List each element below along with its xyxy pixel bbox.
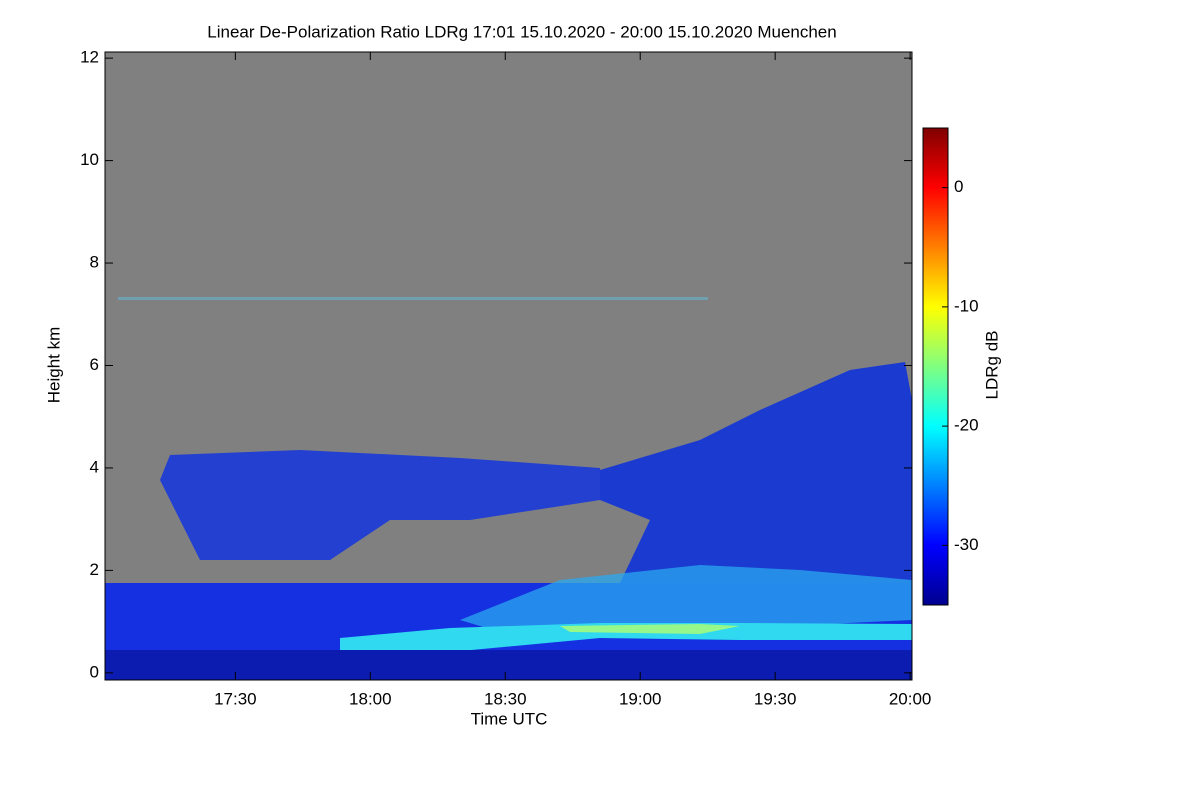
y-tick-label: 10 bbox=[80, 150, 99, 169]
x-tick-label: 19:00 bbox=[619, 689, 662, 708]
plot-frame bbox=[104, 51, 913, 681]
y-axis-label: Height km bbox=[44, 327, 63, 404]
echo-region bbox=[560, 624, 740, 634]
x-tick-label: 18:30 bbox=[484, 689, 527, 708]
x-tick-label: 20:00 bbox=[889, 689, 932, 708]
echo-region bbox=[600, 362, 912, 583]
echo-region bbox=[160, 450, 600, 560]
colorbar-tick-label: 0 bbox=[954, 177, 963, 196]
colorbar-tick-label: -10 bbox=[954, 296, 979, 315]
x-tick-label: 17:30 bbox=[214, 689, 257, 708]
x-axis-label: Time UTC bbox=[471, 709, 548, 728]
echo-field bbox=[105, 297, 912, 680]
echo-region bbox=[460, 565, 912, 632]
y-tick-label: 12 bbox=[80, 48, 99, 67]
y-tick-label: 6 bbox=[90, 355, 99, 374]
y-tick-label: 4 bbox=[90, 457, 99, 476]
x-tick-label: 18:00 bbox=[349, 689, 392, 708]
y-tick-label: 2 bbox=[90, 560, 99, 579]
y-tick-label: 0 bbox=[90, 662, 99, 681]
echo-region bbox=[105, 650, 912, 680]
colorbar bbox=[922, 127, 949, 606]
y-tick-label: 8 bbox=[90, 253, 99, 272]
chart-title: Linear De-Polarization Ratio LDRg 17:01 … bbox=[207, 22, 836, 41]
colorbar-label: LDRg dB bbox=[982, 331, 1001, 400]
colorbar-tick-label: -20 bbox=[954, 416, 979, 435]
echo-region bbox=[118, 297, 708, 300]
x-tick-label: 19:30 bbox=[754, 689, 797, 708]
echo-region bbox=[340, 623, 912, 652]
colorbar-tick-label: -30 bbox=[954, 535, 979, 554]
